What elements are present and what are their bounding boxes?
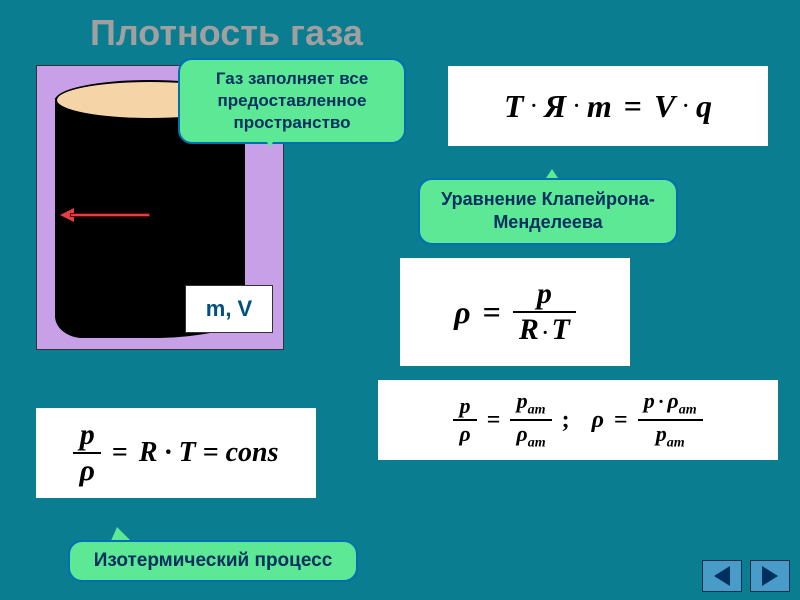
eq-sep: ; [556,407,588,434]
arrow-line [70,213,150,217]
eq-term: p [656,421,667,446]
callout-gas-fills: Газ заполняет все предоставленное простр… [178,58,406,144]
eq-term: m [587,88,612,125]
eq-equals: = [105,437,135,469]
numerator: p [74,418,101,452]
eq-sub: ат [528,402,546,417]
eq-sub: ат [667,435,685,450]
equation-density: ρ = p R·T [400,258,630,366]
chevron-right-icon [762,566,778,586]
eq-rhs: R · T = cons [139,437,279,469]
eq-term: p [644,388,655,413]
fraction: p·ρат pат [638,388,703,453]
fraction: p ρ [453,393,476,447]
numerator: p [454,393,477,419]
fraction: pат ρат [510,388,551,453]
numerator: pат [511,388,552,419]
eq-term: q [696,88,712,125]
equation-isothermal: p ρ = R · T = cons [36,408,316,498]
eq-term: · [528,95,541,118]
eq-term: p [517,388,528,413]
denominator: ρат [510,421,551,452]
rho-symbol: ρ [454,294,470,331]
eq-term: · [679,95,692,118]
eq-equals: = [608,407,634,434]
eq-term: · [655,391,668,413]
callout-isothermal: Изотермический процесс [68,540,358,582]
eq-term: T [504,88,524,125]
callout-clapeyron: Уравнение Клапейрона-Менделеева [418,178,678,245]
fraction: p R·T [513,277,576,347]
eq-sub: ат [679,402,697,417]
eq-term: Я [544,88,566,125]
eq-term: · [539,322,552,344]
next-slide-button[interactable] [750,560,790,592]
eq-term: V [654,88,675,125]
equation-ideal-gas: T · Я · m = V · q [448,66,768,146]
denominator: ρ [453,421,476,447]
eq-term: R [519,313,539,346]
eq-term: ρ [516,421,527,446]
rho-symbol: ρ [592,407,604,434]
eq-equals: = [481,407,507,434]
eq-equals: = [475,294,509,331]
fraction: p ρ [73,418,100,488]
eq-term: ρ [667,388,678,413]
equation-ratio: p ρ = pат ρат ; ρ = p·ρат pат [378,380,778,460]
eq-term: · [570,95,583,118]
slide-title: Плотность газа [90,12,363,54]
denominator: pат [650,421,691,452]
pointer-arrow [60,210,150,220]
numerator: p [531,277,558,311]
numerator: p·ρат [638,388,703,419]
denominator: R·T [513,313,576,347]
callout-tail-icon [260,128,280,148]
eq-term: = [616,88,650,125]
mass-volume-label: m, V [185,285,273,333]
eq-sub: ат [528,435,546,450]
eq-term: T [552,313,570,346]
prev-slide-button[interactable] [702,560,742,592]
chevron-left-icon [714,566,730,586]
denominator: ρ [73,454,100,488]
